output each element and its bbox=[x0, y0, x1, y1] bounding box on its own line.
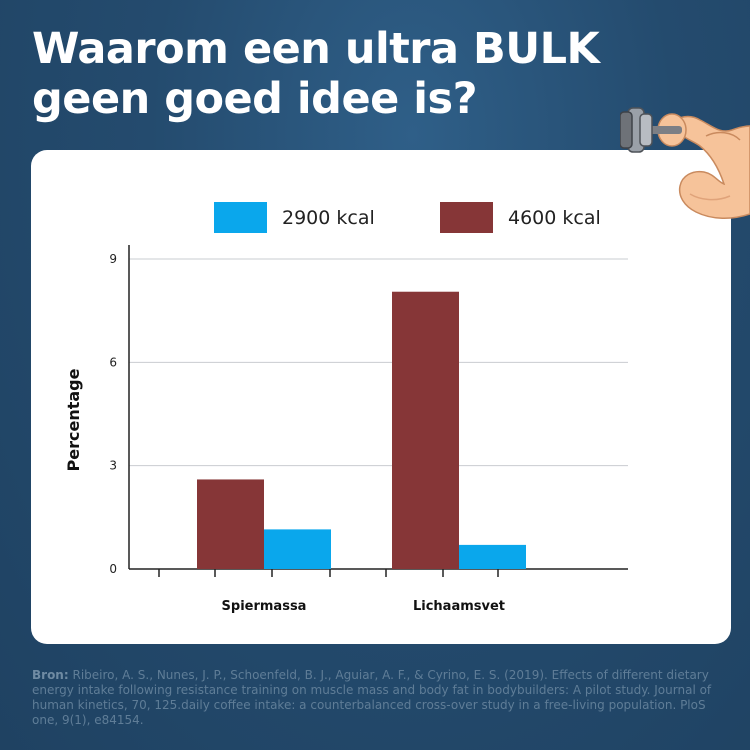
bar bbox=[459, 544, 526, 569]
y-tick-label: 9 bbox=[109, 252, 117, 266]
legend-label: 2900 kcal bbox=[282, 207, 375, 229]
legend-label: 4600 kcal bbox=[508, 207, 601, 229]
flexed-arm-dumbbell-icon bbox=[620, 107, 750, 219]
page-title: Waarom een ultra BULK geen goed idee is? bbox=[32, 24, 652, 124]
bar bbox=[264, 529, 331, 569]
bar-chart: 0 3 6 9 Spiermassa Lichaamsvet Percentage 2900 … bbox=[64, 202, 628, 614]
legend-swatch bbox=[214, 202, 267, 233]
legend-swatch bbox=[440, 202, 493, 233]
y-axis-label: Percentage bbox=[64, 368, 83, 471]
bar bbox=[197, 479, 264, 569]
x-category-label: Spiermassa bbox=[222, 599, 307, 614]
source-label: Bron: bbox=[32, 668, 69, 682]
y-tick-label: 3 bbox=[109, 459, 117, 473]
y-tick-label: 6 bbox=[109, 355, 117, 369]
bar bbox=[392, 291, 459, 569]
title-line-1: Waarom een ultra BULK bbox=[32, 24, 600, 74]
x-category-label: Lichaamsvet bbox=[413, 599, 505, 614]
y-tick-label: 0 bbox=[109, 562, 117, 576]
source-citation: Bron: Ribeiro, A. S., Nunes, J. P., Scho… bbox=[32, 668, 732, 728]
chart-card: 0 3 6 9 Spiermassa Lichaamsvet Percentage 2900 … bbox=[31, 150, 731, 644]
title-line-2: geen goed idee is? bbox=[32, 74, 478, 124]
source-text: Ribeiro, A. S., Nunes, J. P., Schoenfeld… bbox=[32, 668, 712, 727]
